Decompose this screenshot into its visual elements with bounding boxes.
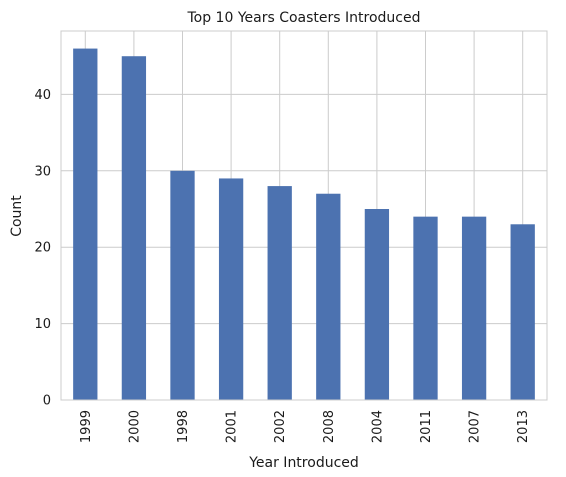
bar-2008 <box>316 194 340 400</box>
bar-1998 <box>170 171 194 400</box>
x-tick-label: 2011 <box>419 410 434 443</box>
bar-2004 <box>365 209 389 400</box>
x-tick-label: 2001 <box>225 410 240 443</box>
chart-title: Top 10 Years Coasters Introduced <box>186 10 420 26</box>
bar-2013 <box>511 224 535 400</box>
x-tick-label: 2013 <box>516 410 531 443</box>
y-tick-label: 30 <box>34 164 51 179</box>
x-tick-label: 1999 <box>79 410 94 443</box>
x-tick-label: 2007 <box>468 410 483 443</box>
x-axis-label: Year Introduced <box>248 455 359 471</box>
bar-2001 <box>219 178 243 400</box>
x-tick-label: 2002 <box>273 410 288 443</box>
y-tick-label: 40 <box>34 88 51 103</box>
bar-2011 <box>413 217 437 400</box>
y-tick-label: 0 <box>43 394 51 409</box>
x-tick-label: 2008 <box>322 410 337 443</box>
x-tick-label: 2004 <box>370 410 385 443</box>
y-tick-label: 20 <box>34 241 51 256</box>
y-tick-label: 10 <box>34 317 51 332</box>
plot-area <box>61 31 547 400</box>
x-tick-label: 1998 <box>176 410 191 443</box>
y-axis-label: Count <box>9 195 25 237</box>
bar-2000 <box>122 56 146 400</box>
bar-2007 <box>462 217 486 400</box>
bar-2002 <box>268 186 292 400</box>
x-tick-label: 2000 <box>127 410 142 443</box>
bar-1999 <box>73 49 97 400</box>
